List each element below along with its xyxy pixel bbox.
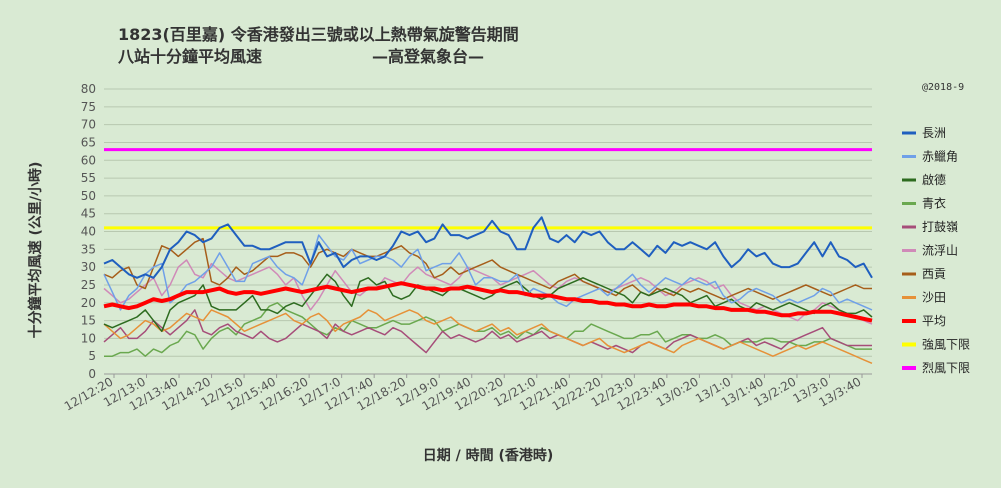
- y-tick-label: 75: [81, 100, 96, 114]
- chart-title-source: —高登氣象台—: [372, 47, 484, 66]
- legend-label: 平均: [922, 314, 946, 328]
- legend-label: 西貢: [922, 267, 946, 281]
- y-tick-label: 60: [81, 153, 96, 167]
- y-tick-label: 50: [81, 189, 96, 203]
- x-axis-ticks: 12/12:2012/13:012/13:4012/14:2012/15:012…: [62, 374, 864, 414]
- series-line-赤鱲角: [103, 234, 873, 311]
- y-tick-label: 0: [88, 367, 96, 381]
- series-line-青衣: [104, 302, 872, 357]
- chart-title-line1: 1823(百里嘉) 令香港發出三號或以上熱帶氣旋警告期間: [118, 25, 519, 44]
- y-tick-label: 45: [81, 207, 96, 221]
- y-tick-label: 65: [81, 135, 96, 149]
- legend-label: 啟德: [922, 172, 946, 187]
- y-tick-label: 10: [81, 331, 96, 345]
- series-line-打鼓嶺: [103, 309, 872, 354]
- credit-text: @2018-9: [922, 82, 964, 93]
- legend-label: 強風下限: [922, 338, 970, 352]
- y-tick-label: 5: [88, 349, 96, 363]
- legend-label: 打鼓嶺: [922, 220, 958, 234]
- grid-lines: [104, 88, 872, 375]
- y-axis-ticks: 0 5 10 15 20 25 30 35 40 45 50 55 60 65 70 75 80: [81, 82, 96, 381]
- series-line-西貢: [103, 237, 872, 300]
- y-tick-label: 40: [81, 225, 96, 239]
- y-tick-label: 70: [81, 118, 96, 132]
- y-tick-label: 80: [81, 82, 96, 96]
- y-axis-label: 十分鐘平均風速 (公里/小時): [27, 162, 44, 339]
- y-tick-label: 30: [81, 260, 96, 274]
- legend-label: 赤鱲角: [922, 150, 958, 164]
- series-line-長洲: [103, 216, 873, 279]
- y-tick-label: 55: [81, 171, 96, 185]
- legend-label: 青衣: [922, 196, 946, 211]
- y-tick-label: 35: [81, 242, 96, 256]
- y-tick-label: 15: [81, 314, 96, 328]
- y-tick-label: 25: [81, 278, 96, 292]
- chart-title-line2: 八站十分鐘平均風速: [117, 47, 262, 66]
- series-lines: [103, 148, 873, 364]
- series-line-平均: [103, 281, 873, 323]
- legend-label: 長洲: [922, 126, 946, 140]
- legend-label: 烈風下限: [922, 361, 970, 375]
- series-line-流浮山: [103, 259, 873, 325]
- legend-label: 沙田: [922, 291, 946, 305]
- series-line-沙田: [103, 309, 873, 364]
- x-axis-label: 日期 / 時間 (香港時): [423, 447, 554, 464]
- y-tick-label: 20: [81, 296, 96, 310]
- legend-label: 流浮山: [922, 244, 958, 258]
